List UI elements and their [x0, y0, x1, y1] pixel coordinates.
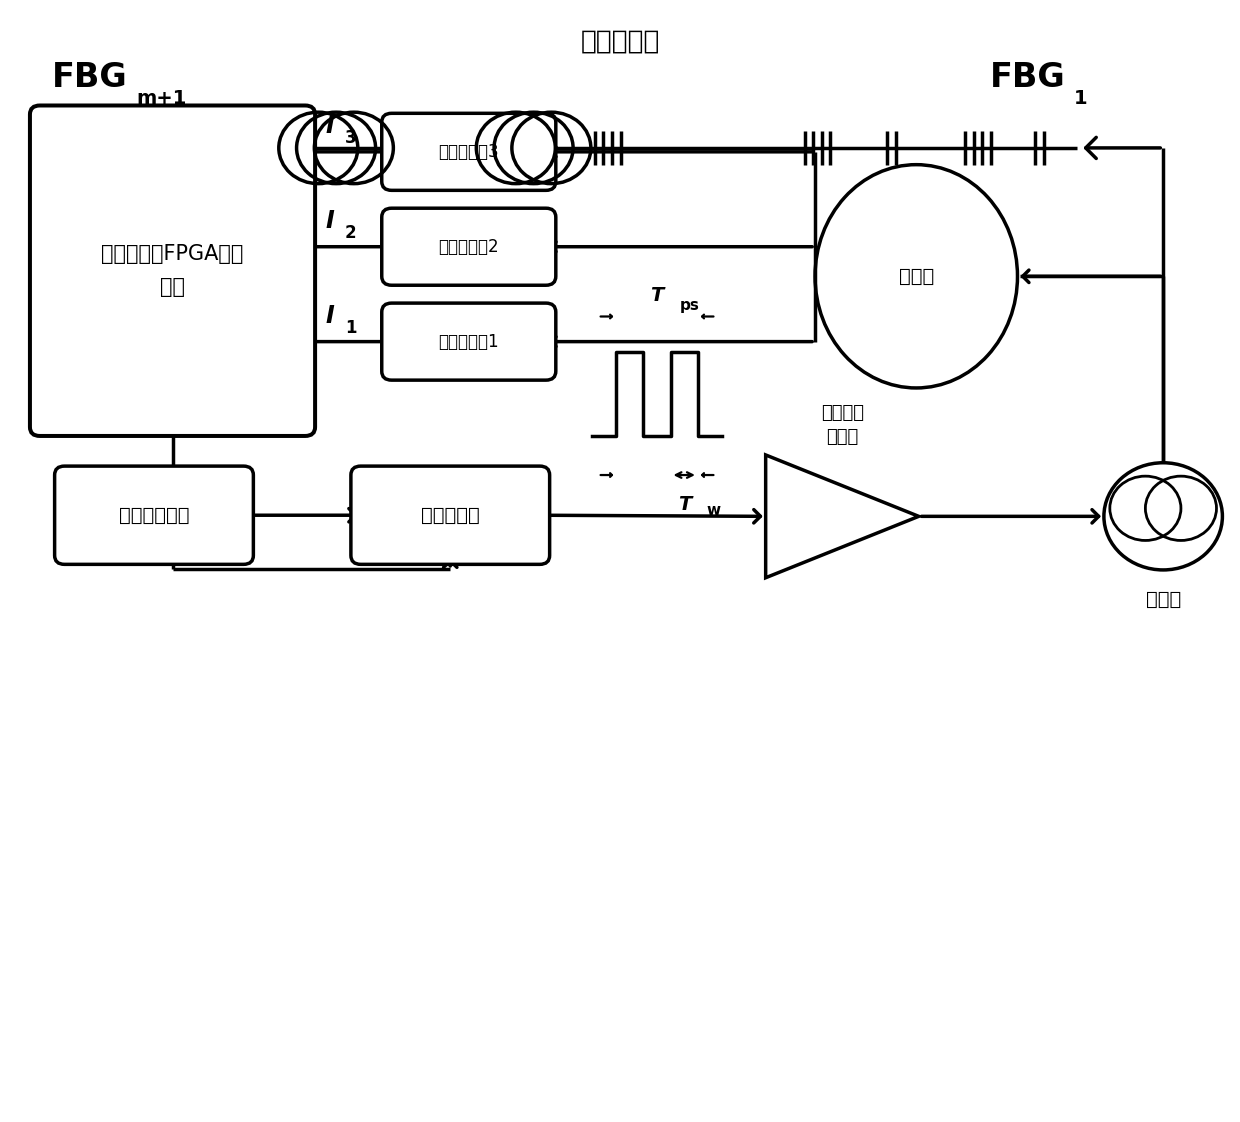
Text: 数据采集与FPGA处理
单元: 数据采集与FPGA处理 单元: [102, 245, 244, 297]
Text: T: T: [677, 495, 691, 514]
Text: m+1: m+1: [136, 89, 186, 108]
Text: I: I: [326, 114, 335, 138]
Text: 光电探测仪1: 光电探测仪1: [439, 332, 498, 350]
Text: 1: 1: [1074, 89, 1087, 108]
Text: 3: 3: [345, 129, 356, 147]
Text: 1: 1: [345, 319, 356, 337]
Text: 2: 2: [345, 224, 356, 242]
Text: 窄线宽激光器: 窄线宽激光器: [119, 506, 190, 525]
Text: I: I: [326, 210, 335, 233]
FancyBboxPatch shape: [351, 466, 549, 564]
FancyBboxPatch shape: [382, 113, 556, 191]
Text: I: I: [326, 304, 335, 329]
Text: T: T: [651, 286, 663, 305]
Text: 环形器: 环形器: [1146, 590, 1180, 609]
FancyBboxPatch shape: [382, 303, 556, 380]
Text: FBG: FBG: [991, 62, 1066, 94]
Text: 光电探测仪3: 光电探测仪3: [439, 142, 498, 160]
Text: FBG: FBG: [52, 62, 128, 94]
Circle shape: [1104, 462, 1223, 570]
Text: 耦合器: 耦合器: [899, 267, 934, 286]
Text: ps: ps: [680, 298, 699, 313]
FancyBboxPatch shape: [30, 105, 315, 436]
Text: 掺铒光纤
放大器: 掺铒光纤 放大器: [821, 404, 864, 447]
FancyBboxPatch shape: [382, 209, 556, 285]
FancyBboxPatch shape: [55, 466, 253, 564]
Text: w: w: [707, 503, 720, 518]
Text: 光电探测仪2: 光电探测仪2: [439, 238, 498, 256]
Text: 声光调制器: 声光调制器: [420, 506, 480, 525]
Text: d: d: [197, 231, 217, 259]
Text: 弱光栋阵列: 弱光栋阵列: [580, 29, 660, 55]
